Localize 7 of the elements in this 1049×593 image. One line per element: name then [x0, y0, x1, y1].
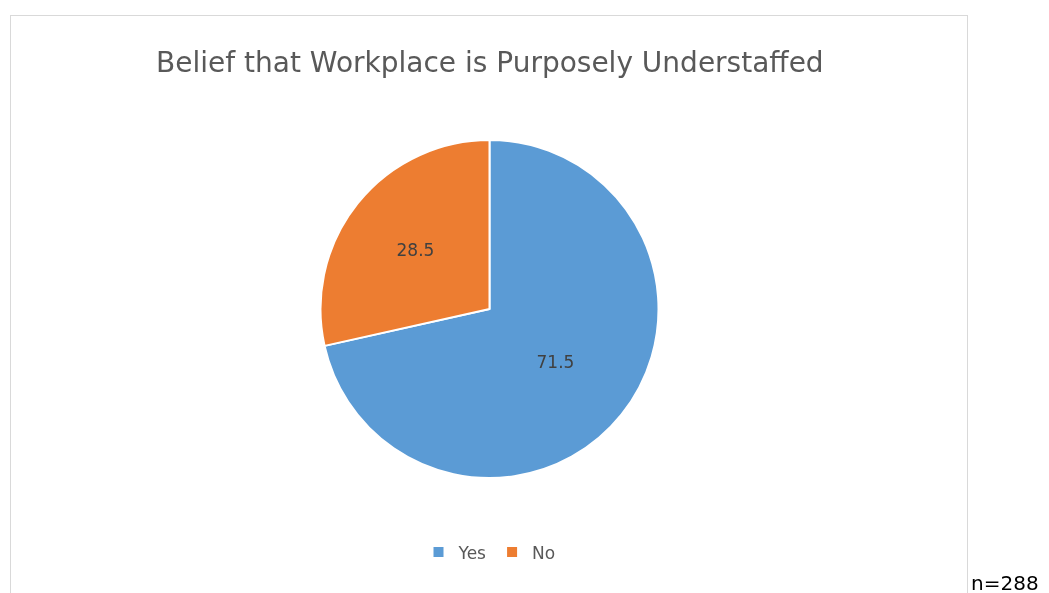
legend-label: Yes [457, 542, 487, 563]
chart-title: Belief that Workplace is Purposely Understaffed [156, 46, 824, 80]
data-label: 71.5 [536, 351, 575, 372]
text: n=288 [971, 571, 1039, 593]
pie-slice [323, 139, 660, 479]
legend-label: No [532, 542, 556, 563]
data-label: 28.5 [396, 239, 435, 260]
